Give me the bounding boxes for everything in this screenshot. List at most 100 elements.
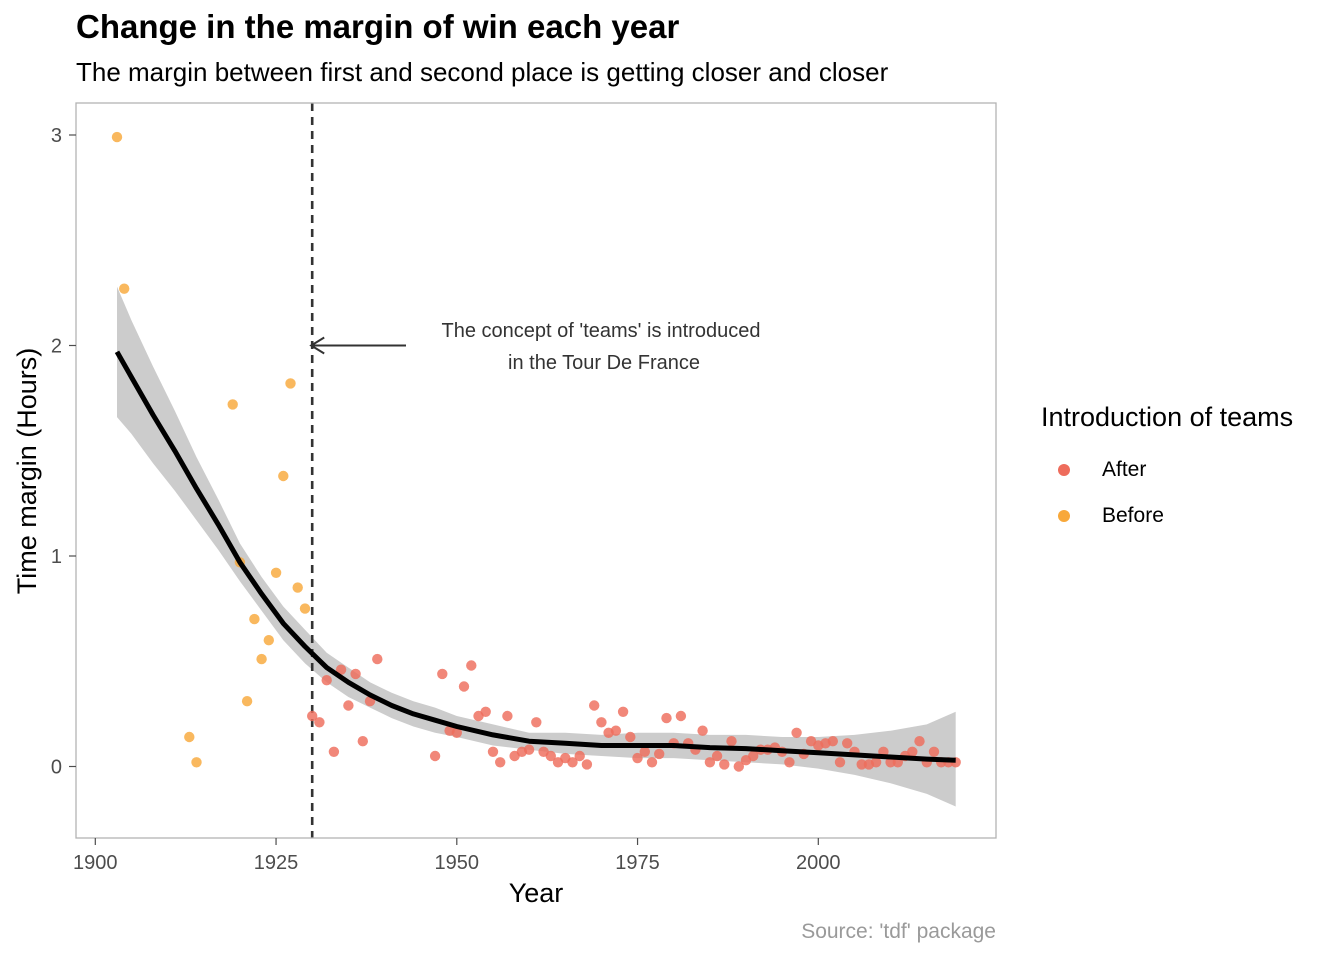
- point-after: [907, 746, 918, 757]
- trend-line: [114, 350, 956, 763]
- legend-title: Introduction of teams: [1041, 402, 1294, 432]
- point-after: [350, 668, 361, 680]
- point-after: [574, 750, 585, 762]
- x-axis-ticks: 1900 1925 1950 1975 2000: [73, 838, 841, 874]
- trend-line-layer: [114, 350, 956, 763]
- point-after: [617, 706, 629, 717]
- point-after: [502, 710, 513, 722]
- legend-item-after: After: [1041, 447, 1293, 493]
- y-tick-label: 0: [51, 757, 62, 779]
- point-after: [466, 660, 477, 671]
- legend-dot-after: [1058, 464, 1070, 476]
- point-after: [639, 746, 650, 757]
- point-after: [885, 757, 896, 768]
- point-after: [335, 664, 347, 675]
- point-after: [545, 750, 556, 762]
- point-after: [748, 750, 759, 762]
- x-tick-label: 2000: [796, 852, 841, 874]
- point-after: [321, 675, 332, 686]
- y-axis-title: Time margin (Hours): [12, 348, 42, 595]
- point-after: [661, 712, 672, 724]
- point-before: [270, 567, 282, 578]
- legend-label-before: Before: [1102, 504, 1164, 527]
- point-before: [119, 283, 130, 294]
- point-after: [654, 748, 665, 760]
- point-after: [531, 717, 542, 728]
- point-after: [314, 717, 325, 728]
- point-after: [719, 759, 730, 770]
- point-after: [589, 700, 600, 711]
- scatter-points-layer: [111, 131, 961, 772]
- point-after: [487, 746, 499, 757]
- point-after: [632, 752, 643, 764]
- point-after: [307, 710, 318, 722]
- point-after: [437, 668, 448, 680]
- annotation-text-line-1: The concept of 'teams' is introduced: [442, 320, 761, 342]
- point-after: [372, 653, 383, 665]
- point-after: [928, 746, 940, 757]
- point-before: [184, 731, 195, 743]
- point-after: [870, 757, 882, 768]
- point-before: [241, 696, 253, 707]
- point-after: [567, 757, 578, 768]
- point-after: [480, 706, 491, 717]
- point-after: [697, 725, 708, 736]
- y-axis-ticks: 0 1 2 3: [51, 125, 76, 779]
- point-after: [451, 727, 462, 738]
- point-after: [429, 750, 441, 762]
- point-after: [596, 717, 607, 728]
- point-before: [227, 399, 238, 410]
- point-before: [292, 582, 303, 593]
- source-caption: Source: 'tdf' package: [801, 920, 996, 943]
- x-tick-label: 1950: [435, 852, 480, 874]
- point-after: [856, 759, 867, 770]
- point-after: [357, 736, 368, 747]
- point-after: [581, 759, 593, 770]
- point-after: [842, 738, 853, 749]
- point-after: [827, 736, 838, 747]
- y-tick-label: 1: [51, 546, 62, 568]
- point-after: [523, 744, 535, 755]
- point-after: [458, 681, 470, 692]
- legend-item-before: Before: [1041, 493, 1293, 539]
- x-tick-label: 1900: [73, 852, 118, 874]
- point-after: [328, 746, 340, 757]
- x-axis-title: Year: [509, 878, 564, 908]
- legend-label-after: After: [1102, 458, 1147, 481]
- plot-border: [75, 102, 997, 839]
- point-before: [263, 635, 274, 646]
- x-tick-label: 1975: [615, 852, 660, 874]
- chart-subtitle: The margin between first and second plac…: [76, 57, 889, 87]
- point-after: [834, 757, 846, 768]
- legend: Introduction of teams After Before: [1041, 402, 1293, 539]
- point-after: [791, 727, 802, 738]
- point-before: [278, 470, 289, 482]
- point-before: [249, 613, 260, 625]
- point-after: [711, 750, 723, 762]
- point-after: [343, 700, 354, 711]
- point-before: [191, 757, 202, 768]
- annotation-text-line-2: in the Tour De France: [508, 352, 700, 374]
- annotation-layer: The concept of 'teams' is introduced in …: [309, 320, 761, 374]
- x-tick-label: 1925: [254, 852, 299, 874]
- point-after: [646, 757, 658, 768]
- chart-title: Change in the margin of win each year: [76, 8, 680, 45]
- point-before: [111, 131, 123, 143]
- y-tick-label: 2: [51, 336, 62, 358]
- y-tick-label: 3: [51, 125, 62, 147]
- point-after: [784, 757, 795, 768]
- point-after: [704, 757, 716, 768]
- point-after: [625, 731, 636, 743]
- annotation-arrow-head: [309, 336, 325, 355]
- point-before: [256, 653, 267, 665]
- point-after: [914, 736, 925, 747]
- point-before: [285, 378, 296, 389]
- legend-dot-before: [1058, 510, 1070, 522]
- point-after: [675, 710, 687, 722]
- point-after: [495, 757, 506, 768]
- point-before: [299, 603, 311, 614]
- point-after: [610, 725, 622, 736]
- point-after: [726, 736, 737, 747]
- point-after: [733, 761, 744, 772]
